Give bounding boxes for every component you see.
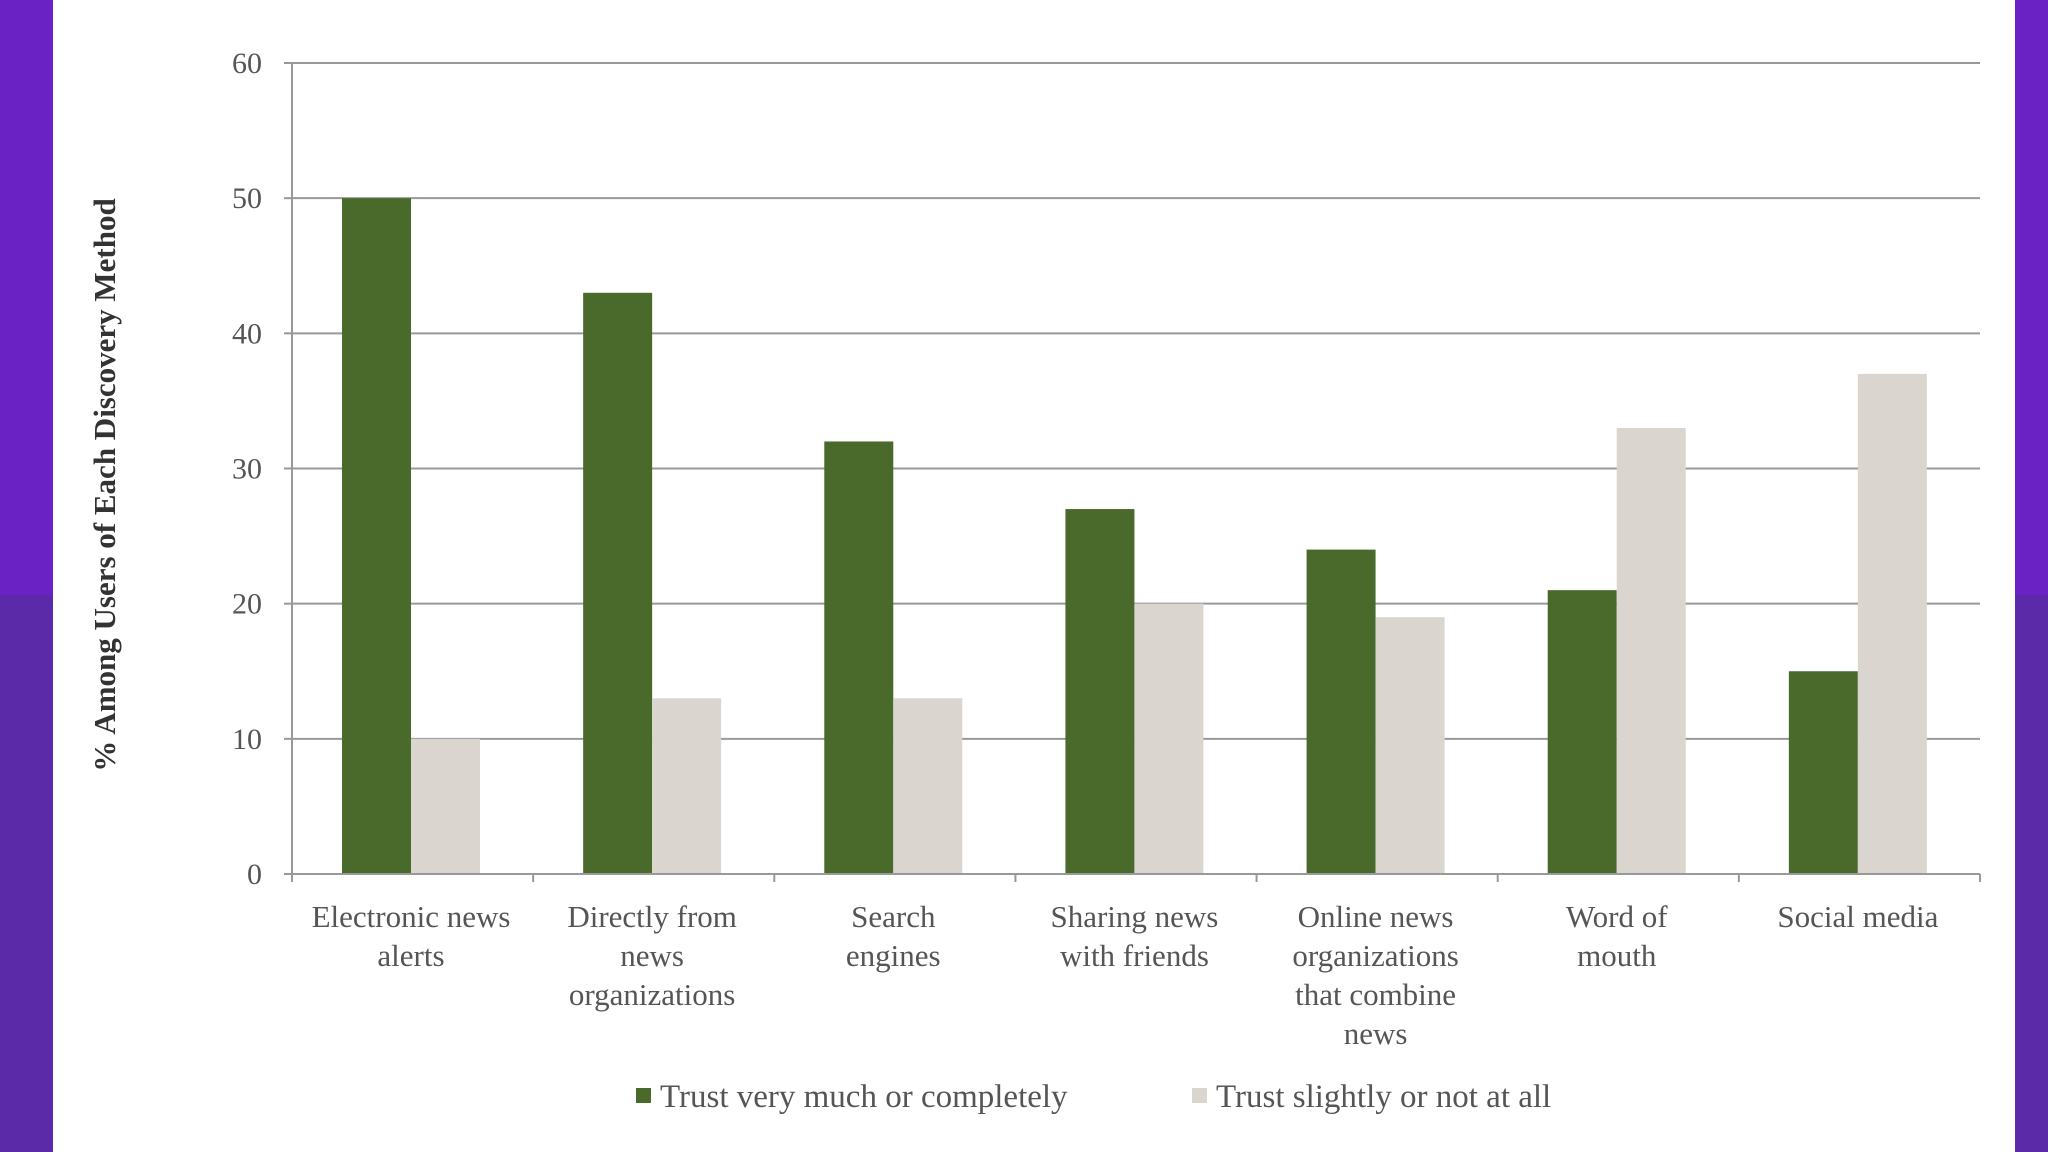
category-label-line: organizations	[569, 977, 735, 1012]
y-tick-label: 0	[247, 858, 262, 891]
bars	[342, 198, 1927, 874]
legend-swatch-trust-high	[636, 1088, 651, 1103]
category-label-line: Online news	[1298, 899, 1454, 934]
y-tick-label: 50	[232, 182, 262, 215]
category-label-line: news	[620, 938, 684, 973]
legend-swatch-trust-low	[1192, 1088, 1207, 1103]
bar-trust-low-2[interactable]	[893, 698, 963, 874]
bar-trust-low-6[interactable]	[1857, 373, 1927, 874]
legend[interactable]: Trust very much or completely Trust slig…	[636, 1079, 1551, 1115]
y-tick-label: 10	[232, 723, 262, 756]
axes	[291, 63, 1981, 882]
category-label-4: Online news organizations that combine news	[1292, 899, 1458, 1051]
bar-trust-high-0[interactable]	[342, 198, 411, 874]
bar-trust-high-5[interactable]	[1547, 590, 1617, 874]
category-label-line: Directly from	[567, 899, 737, 934]
category-label-line: Sharing news	[1050, 899, 1218, 934]
category-label-line: Electronic news	[312, 899, 511, 934]
legend-label-trust-high: Trust very much or completely	[660, 1079, 1068, 1115]
y-axis-title: % Among Users of Each Discovery Method	[87, 198, 122, 771]
category-label-line: alerts	[377, 938, 444, 973]
category-label-line: that combine	[1295, 977, 1456, 1012]
bar-trust-high-4[interactable]	[1306, 549, 1376, 874]
category-label-line: with friends	[1060, 938, 1209, 973]
category-label-line: engines	[846, 938, 941, 973]
category-label-line: Social media	[1777, 899, 1938, 934]
category-label-line: mouth	[1577, 938, 1657, 973]
category-label-line: Search	[851, 899, 936, 934]
bar-trust-low-4[interactable]	[1375, 617, 1445, 874]
category-label-line: news	[1344, 1016, 1408, 1051]
bar-trust-high-1[interactable]	[583, 292, 653, 874]
bar-trust-high-2[interactable]	[824, 441, 894, 874]
category-label-2: Search engines	[846, 899, 941, 973]
category-label-5: Word of mouth	[1566, 899, 1668, 973]
category-label-3: Sharing news with friends	[1050, 899, 1218, 973]
bar-trust-high-6[interactable]	[1788, 671, 1858, 874]
bar-trust-low-5[interactable]	[1616, 427, 1686, 874]
bar-trust-high-3[interactable]	[1065, 509, 1135, 874]
category-label-line: Word of	[1566, 899, 1668, 934]
background-edge-left	[0, 595, 53, 1152]
y-axis-ticks: 0 10 20 30 40 50 60	[232, 47, 292, 891]
legend-label-trust-low: Trust slightly or not at all	[1216, 1079, 1551, 1115]
category-label-6: Social media	[1777, 899, 1938, 934]
category-label-line: organizations	[1292, 938, 1458, 973]
background-edge-right	[2015, 595, 2048, 1152]
y-tick-label: 20	[232, 588, 262, 621]
y-tick-label: 30	[232, 453, 262, 486]
category-labels: Electronic news alerts Directly from news or…	[312, 899, 1939, 1051]
y-tick-label: 40	[232, 317, 262, 350]
y-tick-label: 60	[232, 47, 262, 80]
bar-trust-low-1[interactable]	[652, 698, 722, 874]
category-label-1: Directly from news organizations	[567, 899, 737, 1012]
bar-trust-low-0[interactable]	[411, 738, 480, 874]
bar-trust-low-3[interactable]	[1134, 603, 1204, 874]
category-label-0: Electronic news alerts	[312, 899, 511, 973]
